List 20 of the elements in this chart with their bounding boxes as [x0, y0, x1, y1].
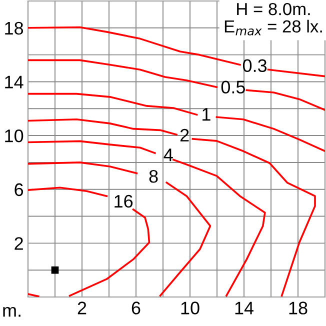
series-label: 1	[202, 108, 210, 121]
y-tick-label: 6	[14, 183, 24, 196]
series-label: 2	[180, 128, 189, 142]
x-tick-label: 14	[235, 302, 254, 314]
x-tick-label: 10	[181, 302, 200, 314]
y-tick-label: 18	[5, 22, 24, 35]
series-label: 0.5	[221, 80, 245, 94]
annotation: H = 8.0m.	[237, 2, 310, 16]
x-tick-label: 6	[132, 302, 140, 314]
series-label: 0.3	[242, 59, 267, 72]
x-axis-title: m.	[3, 306, 20, 317]
series-label: 8	[149, 170, 158, 183]
series-label: 4	[164, 148, 173, 162]
x-tick-label: 2	[78, 302, 86, 314]
series-label: 16	[114, 194, 133, 208]
y-tick-label: 10	[5, 129, 24, 142]
y-tick-label: 14	[5, 76, 24, 88]
x-tick-label: 18	[289, 302, 308, 314]
annotation: E$_{max}$ = 28 lx.	[224, 20, 322, 36]
y-tick-label: 2	[14, 237, 23, 250]
